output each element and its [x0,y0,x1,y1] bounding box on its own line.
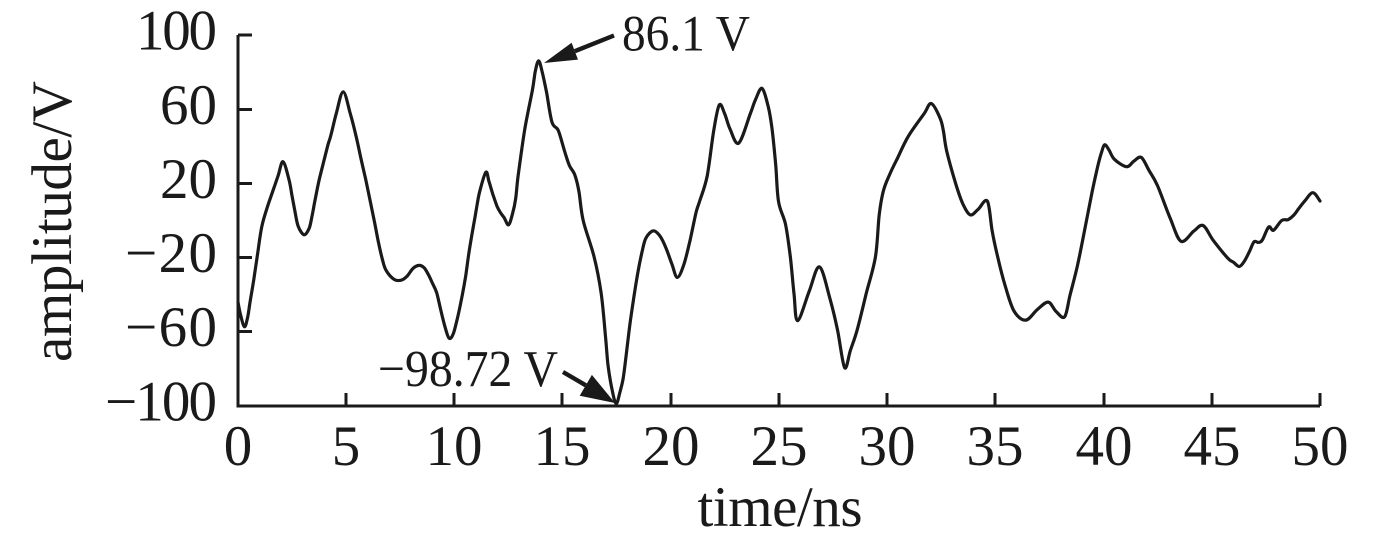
svg-text:20: 20 [643,415,700,478]
svg-text:100: 100 [136,0,217,63]
svg-text:−20: −20 [125,222,217,285]
svg-text:−98.72 V: −98.72 V [378,341,558,398]
svg-text:amplitude/V: amplitude/V [21,81,84,362]
svg-text:20: 20 [160,148,217,211]
svg-text:−60: −60 [125,296,217,359]
svg-text:50: 50 [1292,415,1349,478]
svg-text:35: 35 [967,415,1024,478]
svg-text:15: 15 [534,415,591,478]
svg-text:−100: −100 [105,371,217,434]
svg-text:60: 60 [160,74,217,137]
svg-text:86.1 V: 86.1 V [622,7,750,63]
svg-text:0: 0 [224,415,253,478]
svg-text:25: 25 [751,415,808,478]
svg-text:10: 10 [426,415,483,478]
svg-text:40: 40 [1076,415,1133,478]
svg-text:5: 5 [332,415,361,478]
svg-text:time/ns: time/ns [698,476,863,539]
svg-text:30: 30 [859,415,916,478]
svg-text:45: 45 [1184,415,1241,478]
